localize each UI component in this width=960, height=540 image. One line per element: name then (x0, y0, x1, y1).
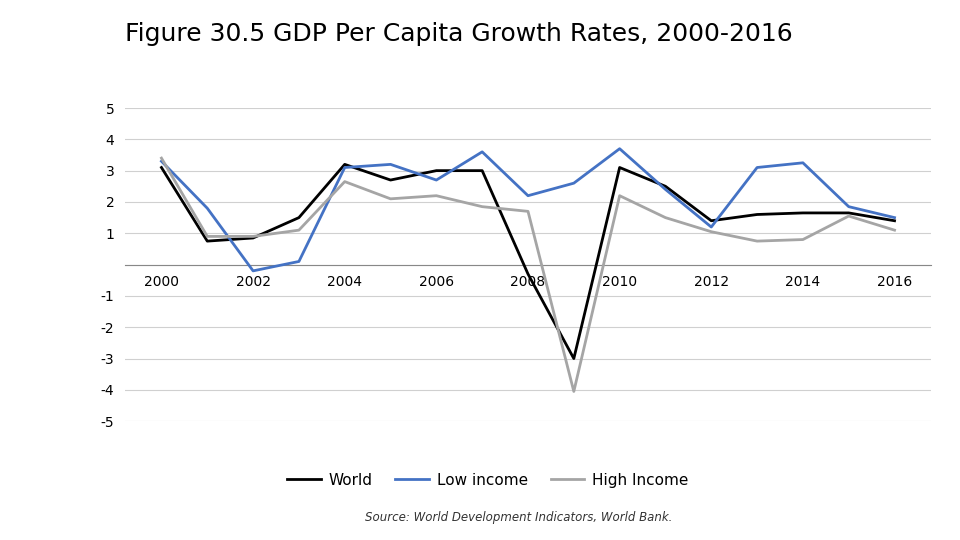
High Income (522, 208, 534, 214)
High Income (660, 214, 671, 221)
High Income (889, 227, 900, 233)
World (202, 238, 213, 244)
Line: Low income: Low income (161, 148, 895, 271)
Low income (339, 164, 350, 171)
Line: World: World (161, 164, 895, 359)
Text: Figure 30.5 GDP Per Capita Growth Rates, 2000-2016: Figure 30.5 GDP Per Capita Growth Rates,… (125, 22, 793, 45)
High Income (293, 227, 304, 233)
Legend: World, Low income, High Income: World, Low income, High Income (281, 467, 694, 494)
High Income (706, 228, 717, 235)
Low income (522, 192, 534, 199)
World (706, 218, 717, 224)
World (843, 210, 854, 216)
High Income (431, 192, 443, 199)
World (752, 211, 763, 218)
World (797, 210, 808, 216)
World (156, 164, 167, 171)
Low income (431, 177, 443, 183)
High Income (156, 155, 167, 161)
Low income (202, 205, 213, 212)
High Income (797, 237, 808, 243)
Low income (385, 161, 396, 167)
Low income (843, 204, 854, 210)
Low income (248, 268, 259, 274)
High Income (476, 204, 488, 210)
World (339, 161, 350, 167)
World (385, 177, 396, 183)
Low income (476, 148, 488, 155)
World (660, 183, 671, 190)
Low income (568, 180, 580, 186)
Low income (706, 224, 717, 230)
World (248, 235, 259, 241)
Low income (889, 214, 900, 221)
High Income (752, 238, 763, 244)
High Income (339, 178, 350, 185)
World (522, 271, 534, 277)
High Income (613, 192, 625, 199)
World (476, 167, 488, 174)
Low income (613, 145, 625, 152)
High Income (248, 233, 259, 240)
World (568, 355, 580, 362)
Low income (293, 258, 304, 265)
High Income (843, 213, 854, 219)
High Income (202, 233, 213, 240)
Text: Source: World Development Indicators, World Bank.: Source: World Development Indicators, Wo… (365, 511, 672, 524)
Low income (660, 186, 671, 193)
Line: High Income: High Income (161, 158, 895, 392)
Low income (752, 164, 763, 171)
High Income (385, 195, 396, 202)
World (613, 164, 625, 171)
High Income (568, 388, 580, 395)
World (889, 218, 900, 224)
Low income (797, 160, 808, 166)
Low income (156, 158, 167, 165)
World (431, 167, 443, 174)
World (293, 214, 304, 221)
